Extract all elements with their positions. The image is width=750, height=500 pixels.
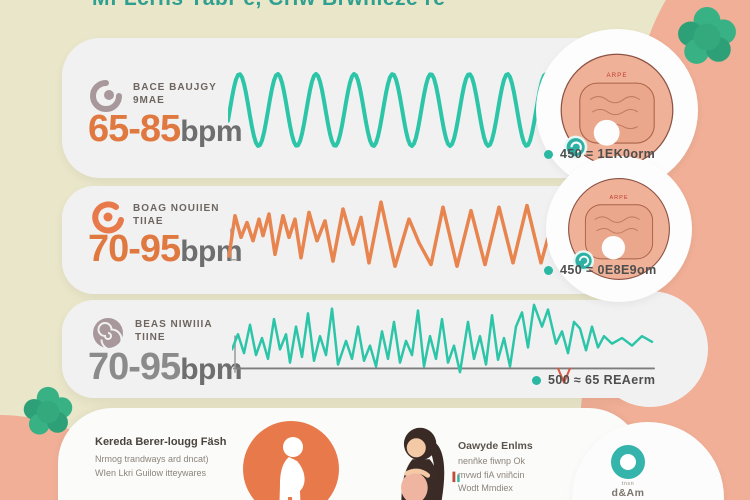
svg-text:ARPE: ARPE xyxy=(610,195,629,201)
heart-rate-range: 70-95bpm xyxy=(88,228,243,270)
heart-rate-note: 450 = 1EK0orm xyxy=(544,147,655,161)
teal-badge-icon xyxy=(564,135,588,159)
fetus-ultrasound-image: ARPE xyxy=(560,53,674,167)
card-label: BOAG NOUIIEN TIIAE xyxy=(133,203,220,227)
fetus-swirl-icon xyxy=(90,80,122,112)
heart-rate-note: 450 = 0E8E9om xyxy=(544,263,657,277)
card-label: BACE BAUJGY 9MAE xyxy=(133,82,217,106)
bullet-dot-icon xyxy=(532,375,541,385)
heart-rate-card-active: BEAS NIWIIIA TIINE 70-95bpm xyxy=(62,300,650,398)
waveform-irregular xyxy=(232,303,655,384)
pregnant-woman-illustration xyxy=(401,427,460,500)
heart-rate-range: 70-95bpm xyxy=(88,346,243,388)
pregnant-silhouette-icon xyxy=(243,421,339,500)
waveform-sine xyxy=(228,72,573,148)
footer-text-block-2: Oawyde Enlms nenñke fiwnp Ok mvwd fiA vn… xyxy=(458,440,533,493)
clover-icon xyxy=(23,386,73,435)
page-title: Mf Lcrns Yabr e, Crlw Brwnleze re xyxy=(92,0,445,11)
spiral-icon xyxy=(93,318,123,351)
teal-badge-icon xyxy=(573,250,595,272)
fetus-photo: ARPE xyxy=(536,29,698,191)
fetus-ultrasound-image: ARPE xyxy=(568,178,670,280)
fetus-photo: ARPE xyxy=(546,156,692,302)
footer-panel xyxy=(58,408,643,500)
ring-card: tnsn d&Am xyxy=(572,422,724,500)
heart-rate-range: 65-85bpm xyxy=(88,108,243,150)
orange-arc-icon xyxy=(92,201,124,234)
bullet-dot-icon xyxy=(544,265,553,275)
ring-label: tnsn d&Am xyxy=(611,481,645,499)
bullet-dot-icon xyxy=(544,149,553,159)
card-bulge xyxy=(592,291,708,407)
svg-text:ARPE: ARPE xyxy=(607,72,628,79)
waveform-zigzag xyxy=(227,200,569,268)
card-label: BEAS NIWIIIA TIINE xyxy=(135,319,213,343)
ring-chart-icon xyxy=(611,445,645,479)
clover-icon xyxy=(678,7,736,64)
heart-rate-note: 500 ≈ 65 REAerm xyxy=(532,373,655,387)
footer-text-block-1: Kereda Berer-lougg Fäsh Nrmog trandways … xyxy=(95,436,227,478)
